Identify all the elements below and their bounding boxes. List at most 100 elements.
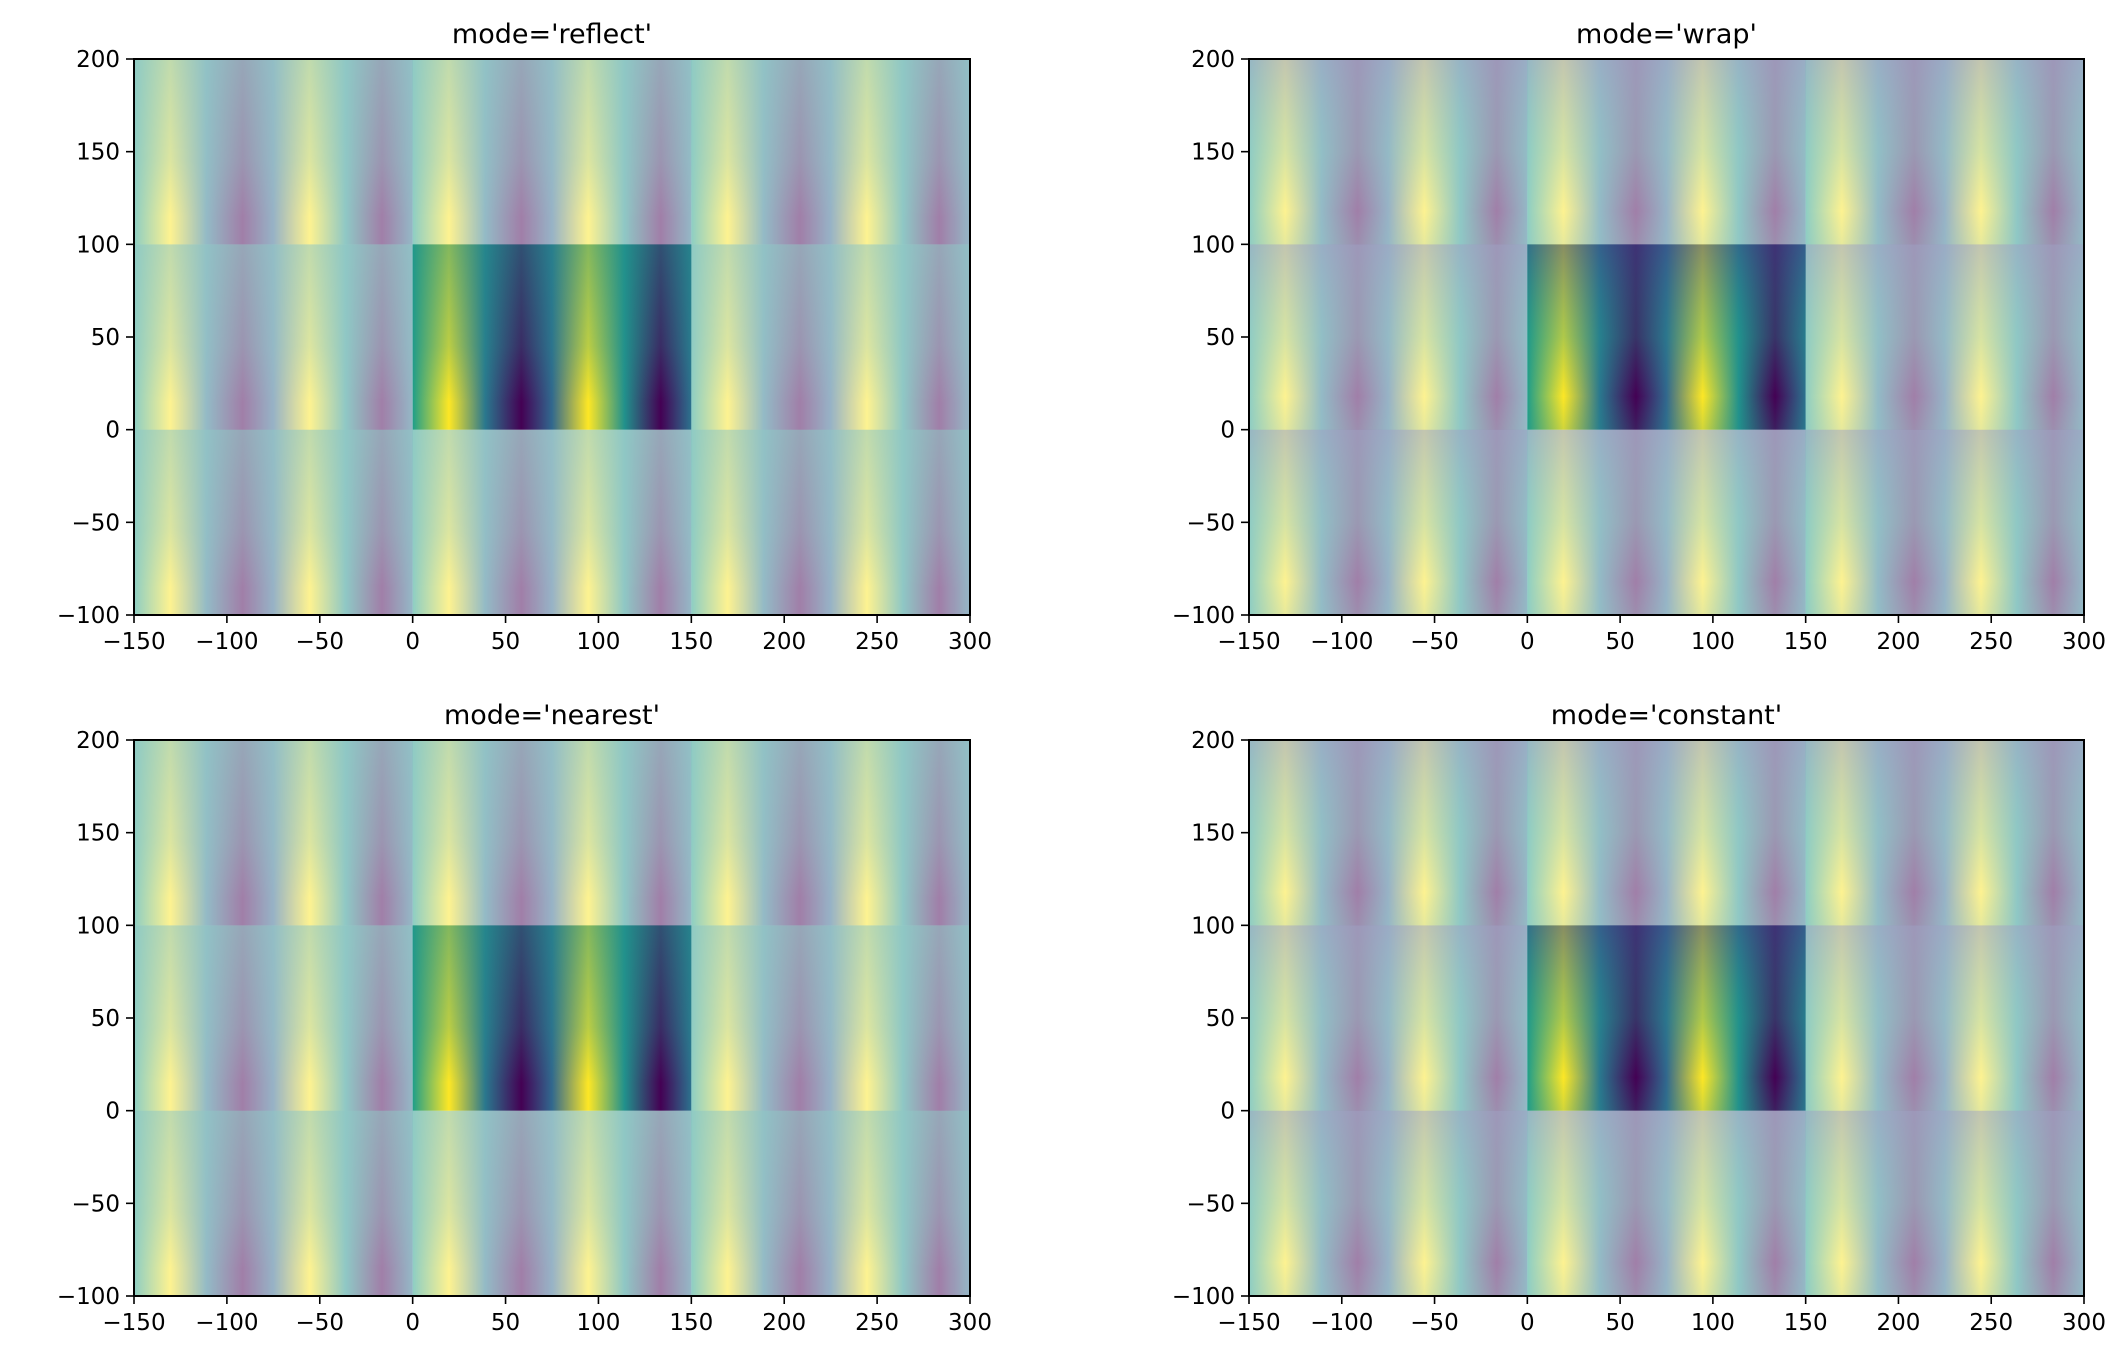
x-tick-label: 0: [405, 1310, 420, 1336]
subplot-nearest: mode='nearest'−150 −100 −50 0 50 100 150 200 250…: [57, 700, 992, 1336]
image-center: [412, 244, 692, 430]
image-shading: [134, 925, 413, 1111]
image-padding-tile: [691, 59, 970, 245]
x-tick-label: 50: [491, 1310, 520, 1336]
x-tick-label: −50: [1410, 1310, 1459, 1336]
subplot-wrap: mode='wrap'−150 −100 −50 0 50 100 150 200 250 300…: [1172, 19, 2106, 655]
subplot-title: mode='nearest': [444, 700, 660, 731]
x-tick-label: −50: [296, 1310, 345, 1336]
y-tick-label: 50: [91, 325, 120, 351]
image-padding-tile: [691, 925, 970, 1111]
image-padding-tile: [1249, 925, 1528, 1111]
y-tick-label: 0: [105, 1099, 120, 1125]
y-tick-label: −100: [1172, 1284, 1235, 1310]
subplot-title: mode='constant': [1551, 700, 1782, 731]
image-padding-tile: [412, 1110, 692, 1296]
image-shading: [134, 1110, 413, 1296]
x-tick-label: 200: [1876, 1310, 1920, 1336]
y-tick-label: 50: [1206, 1006, 1235, 1032]
x-tick-label: 100: [1691, 629, 1735, 655]
y-tick-label: 200: [1191, 47, 1235, 73]
y-tick-label: 200: [1191, 728, 1235, 754]
image-shading: [691, 925, 970, 1111]
x-tick-label: −100: [1310, 629, 1373, 655]
image-padding-tile: [1249, 740, 1528, 926]
image-shading: [412, 925, 692, 1111]
y-tick-label: 0: [1220, 418, 1235, 444]
x-tick-label: 200: [762, 1310, 806, 1336]
image-padding-tile: [1805, 925, 2084, 1111]
y-tick-label: −100: [57, 1284, 120, 1310]
y-tick-label: 50: [1206, 325, 1235, 351]
x-tick-label: 300: [2062, 629, 2106, 655]
image-padding-tile: [134, 925, 413, 1111]
image-padding-tile: [1249, 59, 1528, 245]
image-shading: [1805, 925, 2084, 1111]
image-shading: [1249, 59, 1528, 245]
y-tick-label: −50: [1186, 1191, 1235, 1217]
image-padding-tile: [1249, 244, 1528, 430]
x-tick-label: 200: [762, 629, 806, 655]
x-tick-label: 250: [1969, 1310, 2013, 1336]
x-tick-label: −100: [1310, 1310, 1373, 1336]
image-padding-tile: [1527, 1110, 1806, 1296]
image-shading: [1527, 429, 1806, 615]
y-tick-label: 150: [76, 821, 120, 847]
x-tick-label: −150: [102, 629, 165, 655]
image-padding-tile: [134, 429, 413, 615]
image-shading: [691, 740, 970, 926]
x-tick-label: −100: [195, 629, 258, 655]
x-tick-label: 50: [1605, 629, 1634, 655]
x-tick-label: 0: [1520, 1310, 1535, 1336]
image-shading: [1527, 740, 1806, 926]
x-tick-label: 100: [576, 629, 620, 655]
x-tick-label: 0: [1520, 629, 1535, 655]
x-tick-label: 150: [1784, 629, 1828, 655]
x-tick-label: 150: [1784, 1310, 1828, 1336]
image-shading: [134, 59, 413, 245]
image-center: [1527, 244, 1806, 430]
y-tick-label: 0: [1220, 1099, 1235, 1125]
image-shading: [134, 740, 413, 926]
image-padding-tile: [1527, 740, 1806, 926]
image-shading: [412, 59, 692, 245]
x-tick-label: 50: [491, 629, 520, 655]
image-padding-tile: [134, 740, 413, 926]
x-tick-label: 50: [1605, 1310, 1634, 1336]
image-shading: [691, 1110, 970, 1296]
y-tick-label: 100: [1191, 913, 1235, 939]
y-tick-label: 200: [76, 47, 120, 73]
x-tick-label: −150: [102, 1310, 165, 1336]
image-shading: [691, 244, 970, 430]
image-shading: [134, 244, 413, 430]
image-padding-tile: [691, 1110, 970, 1296]
x-tick-label: 150: [669, 629, 713, 655]
subplot-title: mode='wrap': [1576, 19, 1757, 50]
y-tick-label: 50: [91, 1006, 120, 1032]
image-shading: [1249, 244, 1528, 430]
image-padding-tile: [1249, 1110, 1528, 1296]
image-padding-tile: [134, 244, 413, 430]
image-shading: [1805, 429, 2084, 615]
x-tick-label: 0: [405, 629, 420, 655]
image-padding-tile: [1527, 429, 1806, 615]
subplot-title: mode='reflect': [452, 19, 652, 50]
y-tick-label: 100: [76, 913, 120, 939]
image-shading: [1527, 925, 1806, 1111]
x-tick-label: 300: [2062, 1310, 2106, 1336]
y-tick-label: 150: [76, 140, 120, 166]
image-shading: [1249, 429, 1528, 615]
x-tick-label: 100: [576, 1310, 620, 1336]
y-tick-label: 0: [105, 418, 120, 444]
image-padding-tile: [1805, 429, 2084, 615]
image-shading: [1805, 1110, 2084, 1296]
y-tick-label: 100: [1191, 232, 1235, 258]
image-padding-tile: [412, 429, 692, 615]
y-tick-label: −100: [1172, 603, 1235, 629]
image-shading: [1527, 1110, 1806, 1296]
image-padding-tile: [1249, 429, 1528, 615]
subplot-reflect: mode='reflect'−150 −100 −50 0 50 100 150 200 250…: [57, 19, 992, 655]
image-padding-tile: [134, 59, 413, 245]
image-padding-tile: [1805, 740, 2084, 926]
image-padding-tile: [1805, 244, 2084, 430]
